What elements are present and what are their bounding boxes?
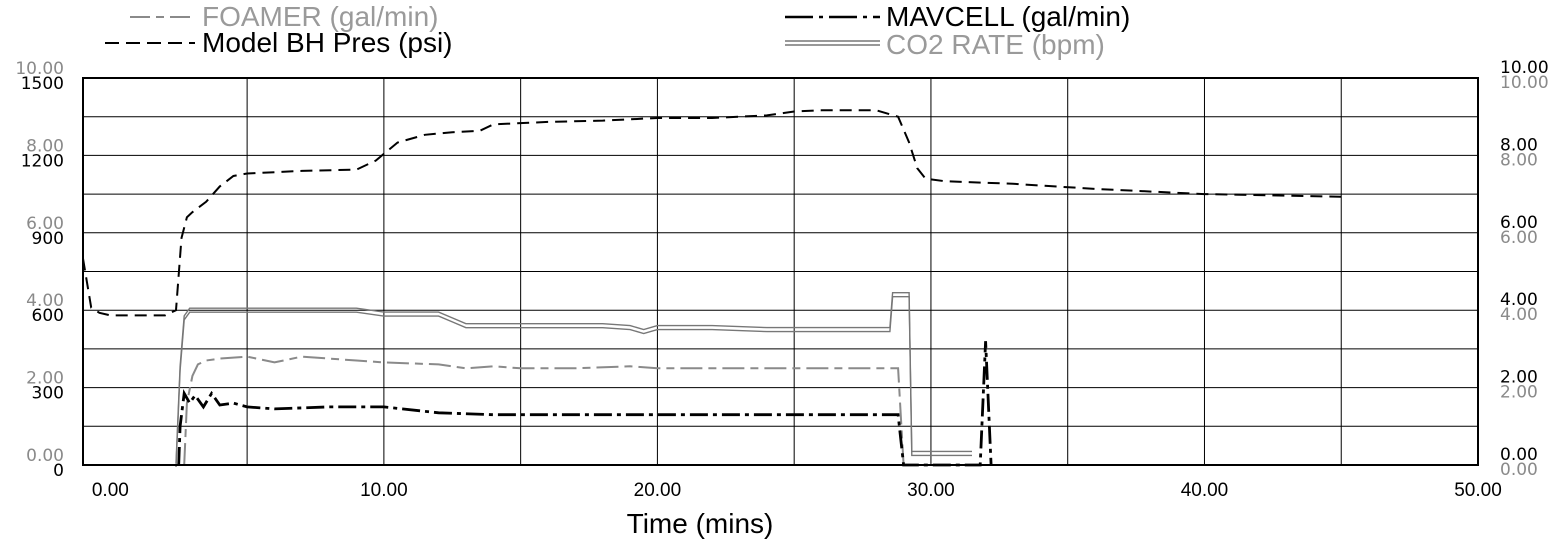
- series-line-foamer-gal-min: [183, 355, 905, 466]
- legend-item-foamer: FOAMER (gal/min): [130, 1, 438, 32]
- left-tick-label-inner: 1200: [21, 151, 64, 171]
- left-tick-label-outer: 4.00: [26, 291, 64, 311]
- right-tick-label-upper: 2.00: [1500, 368, 1538, 388]
- legend-item-mavcell: MAVCELL (gal/min): [785, 1, 1130, 32]
- right-tick-label-upper: 6.00: [1500, 213, 1538, 233]
- series-line-co2-rate-bpm: [175, 292, 972, 464]
- x-tick-label: 50.00: [1454, 480, 1502, 501]
- left-tick-label-outer: 8.00: [26, 136, 64, 156]
- right-tick-label-upper: 0.00: [1500, 445, 1538, 465]
- x-axis: 0.00 10.00 20.00 30.00 40.00 50.00: [92, 480, 1502, 501]
- right-tick-label-upper: 10.00: [1500, 58, 1549, 78]
- legend-label-co2-rate: CO2 RATE (bpm): [886, 29, 1105, 60]
- right-tick-label-upper: 8.00: [1500, 135, 1538, 155]
- left-tick-label-inner: 900: [32, 229, 64, 249]
- left-tick-label-outer: 0.00: [26, 446, 64, 466]
- x-tick-label: 10.00: [360, 480, 408, 501]
- left-tick-label-outer: 6.00: [26, 214, 64, 234]
- right-axis: 0.000.00 2.002.00 4.004.00 6.006.00 8.008.00…: [1500, 58, 1549, 480]
- left-tick-label-inner: 300: [32, 384, 64, 404]
- right-tick-label-upper: 4.00: [1500, 290, 1538, 310]
- x-tick-label: 0.00: [92, 480, 129, 501]
- left-tick-label-inner: 600: [32, 306, 64, 326]
- series-line-mavcell-gal-min: [177, 341, 993, 467]
- legend: FOAMER (gal/min) Model BH Pres (psi) MAV…: [105, 1, 1130, 60]
- legend-label-mavcell: MAVCELL (gal/min): [886, 1, 1130, 32]
- right-tick-label-lower: 10.00: [1500, 73, 1549, 93]
- series-line-model-bh-pres-psi: [82, 109, 1342, 317]
- x-tick-label: 20.00: [634, 480, 682, 501]
- right-tick-label-lower: 6.00: [1500, 228, 1538, 248]
- legend-label-foamer: FOAMER (gal/min): [202, 1, 438, 32]
- right-tick-label-lower: 4.00: [1500, 305, 1538, 325]
- right-tick-label-lower: 2.00: [1500, 383, 1538, 403]
- legend-item-model-bh-pres: Model BH Pres (psi): [105, 27, 453, 58]
- left-tick-label-outer: 2.00: [26, 369, 64, 389]
- left-tick-label-inner: 1500: [21, 74, 64, 94]
- x-tick-label: 40.00: [1181, 480, 1229, 501]
- legend-item-co2-rate: CO2 RATE (bpm): [785, 29, 1105, 60]
- left-tick-label-outer: 10.00: [15, 59, 64, 79]
- right-tick-label-lower: 0.00: [1500, 460, 1538, 480]
- plot-frame: [82, 77, 1479, 466]
- x-axis-label: Time (mins): [627, 508, 774, 539]
- series-line-co2-rate-bpm: [175, 296, 972, 468]
- legend-label-model-bh-pres: Model BH Pres (psi): [202, 27, 453, 58]
- right-tick-label-lower: 8.00: [1500, 150, 1538, 170]
- x-tick-label: 30.00: [907, 480, 955, 501]
- gridlines: [83, 78, 1478, 465]
- series-layer: [82, 109, 1342, 468]
- left-tick-label-inner: 0: [53, 461, 64, 481]
